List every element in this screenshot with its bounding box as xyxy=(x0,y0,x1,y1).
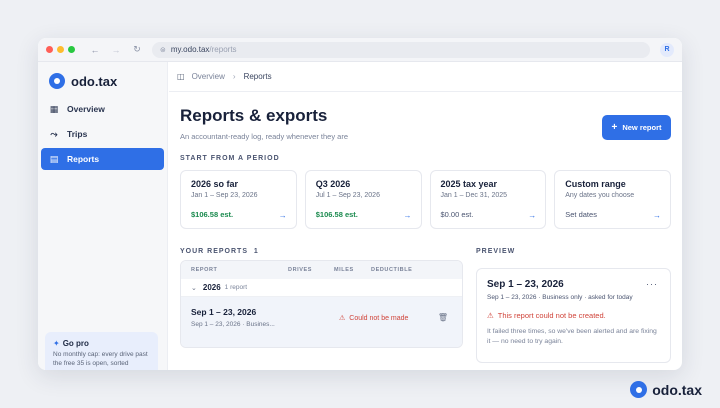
preview-card: Sep 1 – 23, 2026 ··· Sep 1 – 23, 2026 · … xyxy=(476,268,671,363)
breadcrumb-reports: Reports xyxy=(243,72,272,81)
url-host: my.odo.tax xyxy=(170,45,210,54)
period-range: Jan 1 – Dec 31, 2025 xyxy=(440,192,508,199)
your-reports-label-text: YOUR REPORTS xyxy=(180,248,249,255)
breadcrumb-overview[interactable]: Overview xyxy=(191,72,225,81)
period-estimate: $0.00 est. xyxy=(440,210,474,219)
preview-error: ⚠ This report could not be created. xyxy=(487,311,660,320)
status-badge: ⚠ Could not be made xyxy=(339,314,408,322)
forward-arrow-icon[interactable]: → xyxy=(111,44,121,55)
status-text: Could not be made xyxy=(349,315,409,322)
breadcrumb: ◫ Overview › Reports xyxy=(169,62,682,92)
new-report-label: New report xyxy=(622,123,662,132)
sidebar-item-reports[interactable]: ▤ Reports xyxy=(41,148,164,170)
sidebar-item-label: Reports xyxy=(67,154,100,164)
brand-name: odo.tax xyxy=(71,73,118,89)
sparkle-icon: ✦ xyxy=(53,339,60,348)
group-count: 1 report xyxy=(224,284,248,291)
report-title: Sep 1 – 23, 2026 xyxy=(191,307,257,317)
footer-brand-name: odo.tax xyxy=(652,381,702,398)
preview-title: Sep 1 – 23, 2026 xyxy=(487,279,564,290)
preview-message: It failed three times, so we've been ale… xyxy=(487,328,657,346)
arrow-right-icon: → xyxy=(528,211,537,220)
go-pro-title: ✦ Go pro xyxy=(53,339,150,348)
column-miles: MILES xyxy=(334,267,354,273)
period-card-2025[interactable]: 2025 tax year Jan 1 – Dec 31, 2025 $0.00… xyxy=(429,170,547,229)
route-icon: ⤳ xyxy=(50,128,58,139)
go-pro-card[interactable]: ✦ Go pro No monthly cap: every drive past… xyxy=(45,332,158,370)
minimize-dot[interactable] xyxy=(57,46,64,53)
period-title: 2025 tax year xyxy=(440,179,498,189)
sidebar-item-trips[interactable]: ⤳ Trips xyxy=(41,123,164,145)
group-year: 2026 xyxy=(202,283,221,292)
period-estimate: $106.58 est. xyxy=(315,210,358,219)
maximize-dot[interactable] xyxy=(68,46,75,53)
reload-icon[interactable]: ↻ xyxy=(133,44,141,54)
period-estimate: $106.58 est. xyxy=(191,210,234,219)
sidebar: odo.tax ▦ Overview ⤳ Trips ▤ Reports ✦ Go… xyxy=(38,62,168,370)
warning-icon: ⚠ xyxy=(339,315,346,322)
table-row[interactable]: Sep 1 – 23, 2026 Sep 1 – 23, 2026 · Busi… xyxy=(181,297,462,347)
chevron-right-icon: › xyxy=(232,72,236,81)
footer-brand: odo.tax xyxy=(630,381,702,398)
sidebar-item-label: Trips xyxy=(67,129,88,139)
report-subtitle: Sep 1 – 23, 2026 · Busines... xyxy=(191,321,275,328)
sidebar-item-overview[interactable]: ▦ Overview xyxy=(41,98,164,120)
arrow-right-icon: → xyxy=(403,211,412,220)
year-group-row[interactable]: ⌄ 2026 1 report xyxy=(181,279,462,297)
more-options-icon[interactable]: ··· xyxy=(646,279,658,289)
plus-icon: + xyxy=(611,122,618,133)
url-path: /reports xyxy=(209,45,237,54)
brand[interactable]: odo.tax xyxy=(41,72,164,90)
address-bar[interactable]: ⊜ my.odo.tax/reports xyxy=(152,41,650,58)
content: Reports & exports An accountant-ready lo… xyxy=(180,92,671,370)
periods-label: START FROM A PERIOD xyxy=(180,155,280,162)
sidebar-toggle-icon[interactable]: ◫ xyxy=(177,72,185,81)
period-cards: 2026 so far Jan 1 – Sep 23, 2026 $106.58… xyxy=(180,170,671,229)
trash-icon[interactable]: 🗑 xyxy=(437,313,448,322)
column-deductible: DEDUCTIBLE xyxy=(371,267,413,273)
odo-logo-icon xyxy=(49,73,65,89)
table-header: REPORT DRIVES MILES DEDUCTIBLE xyxy=(181,261,462,279)
period-range: Jan 1 – Sep 23, 2026 xyxy=(191,192,258,199)
profile-avatar[interactable]: R xyxy=(660,42,674,57)
set-dates-link: Set dates xyxy=(565,210,597,219)
browser-chrome: ← → ↻ ⊜ my.odo.tax/reports R xyxy=(38,38,682,62)
go-pro-title-text: Go pro xyxy=(62,339,89,348)
odo-logo-icon xyxy=(630,381,648,398)
document-icon: ▤ xyxy=(49,153,59,164)
period-card-custom[interactable]: Custom range Any dates you choose Set da… xyxy=(554,170,671,229)
period-range: Jul 1 – Sep 23, 2026 xyxy=(315,192,380,199)
window-controls xyxy=(46,46,75,53)
main-area: ◫ Overview › Reports Reports & exports A… xyxy=(169,62,682,370)
reports-table: REPORT DRIVES MILES DEDUCTIBLE ⌄ 2026 1 … xyxy=(180,260,463,348)
arrow-right-icon: → xyxy=(653,211,661,220)
reports-count: 1 xyxy=(253,248,259,255)
column-drives: DRIVES xyxy=(288,267,313,273)
period-title: Custom range xyxy=(565,179,626,189)
go-pro-text: No monthly cap: every drive past the fre… xyxy=(53,351,148,367)
period-card-q3[interactable]: Q3 2026 Jul 1 – Sep 23, 2026 $106.58 est… xyxy=(304,170,422,229)
preview-error-text: This report could not be created. xyxy=(497,311,606,320)
page-subtitle: An accountant-ready log, ready whenever … xyxy=(180,132,349,141)
your-reports-label: YOUR REPORTS 1 xyxy=(180,248,259,255)
grid-icon: ▦ xyxy=(49,103,59,114)
column-report: REPORT xyxy=(191,267,218,273)
browser-window: ← → ↻ ⊜ my.odo.tax/reports R odo.tax ▦ O… xyxy=(38,38,682,370)
warning-icon: ⚠ xyxy=(487,311,494,320)
page-title: Reports & exports xyxy=(180,106,328,125)
period-range: Any dates you choose xyxy=(565,192,635,199)
chevron-down-icon: ⌄ xyxy=(191,284,197,292)
new-report-button[interactable]: + New report xyxy=(602,115,671,140)
preview-subtitle: Sep 1 – 23, 2026 · Business only · asked… xyxy=(487,294,633,301)
period-title: Q3 2026 xyxy=(315,179,351,189)
back-arrow-icon[interactable]: ← xyxy=(90,44,100,55)
sidebar-item-label: Overview xyxy=(67,104,105,114)
site-info-icon: ⊜ xyxy=(160,46,166,54)
period-title: 2026 so far xyxy=(191,179,239,189)
period-card-2026[interactable]: 2026 so far Jan 1 – Sep 23, 2026 $106.58… xyxy=(180,170,297,229)
preview-label: PREVIEW xyxy=(476,248,516,255)
arrow-right-icon: → xyxy=(278,211,287,220)
close-dot[interactable] xyxy=(46,46,53,53)
